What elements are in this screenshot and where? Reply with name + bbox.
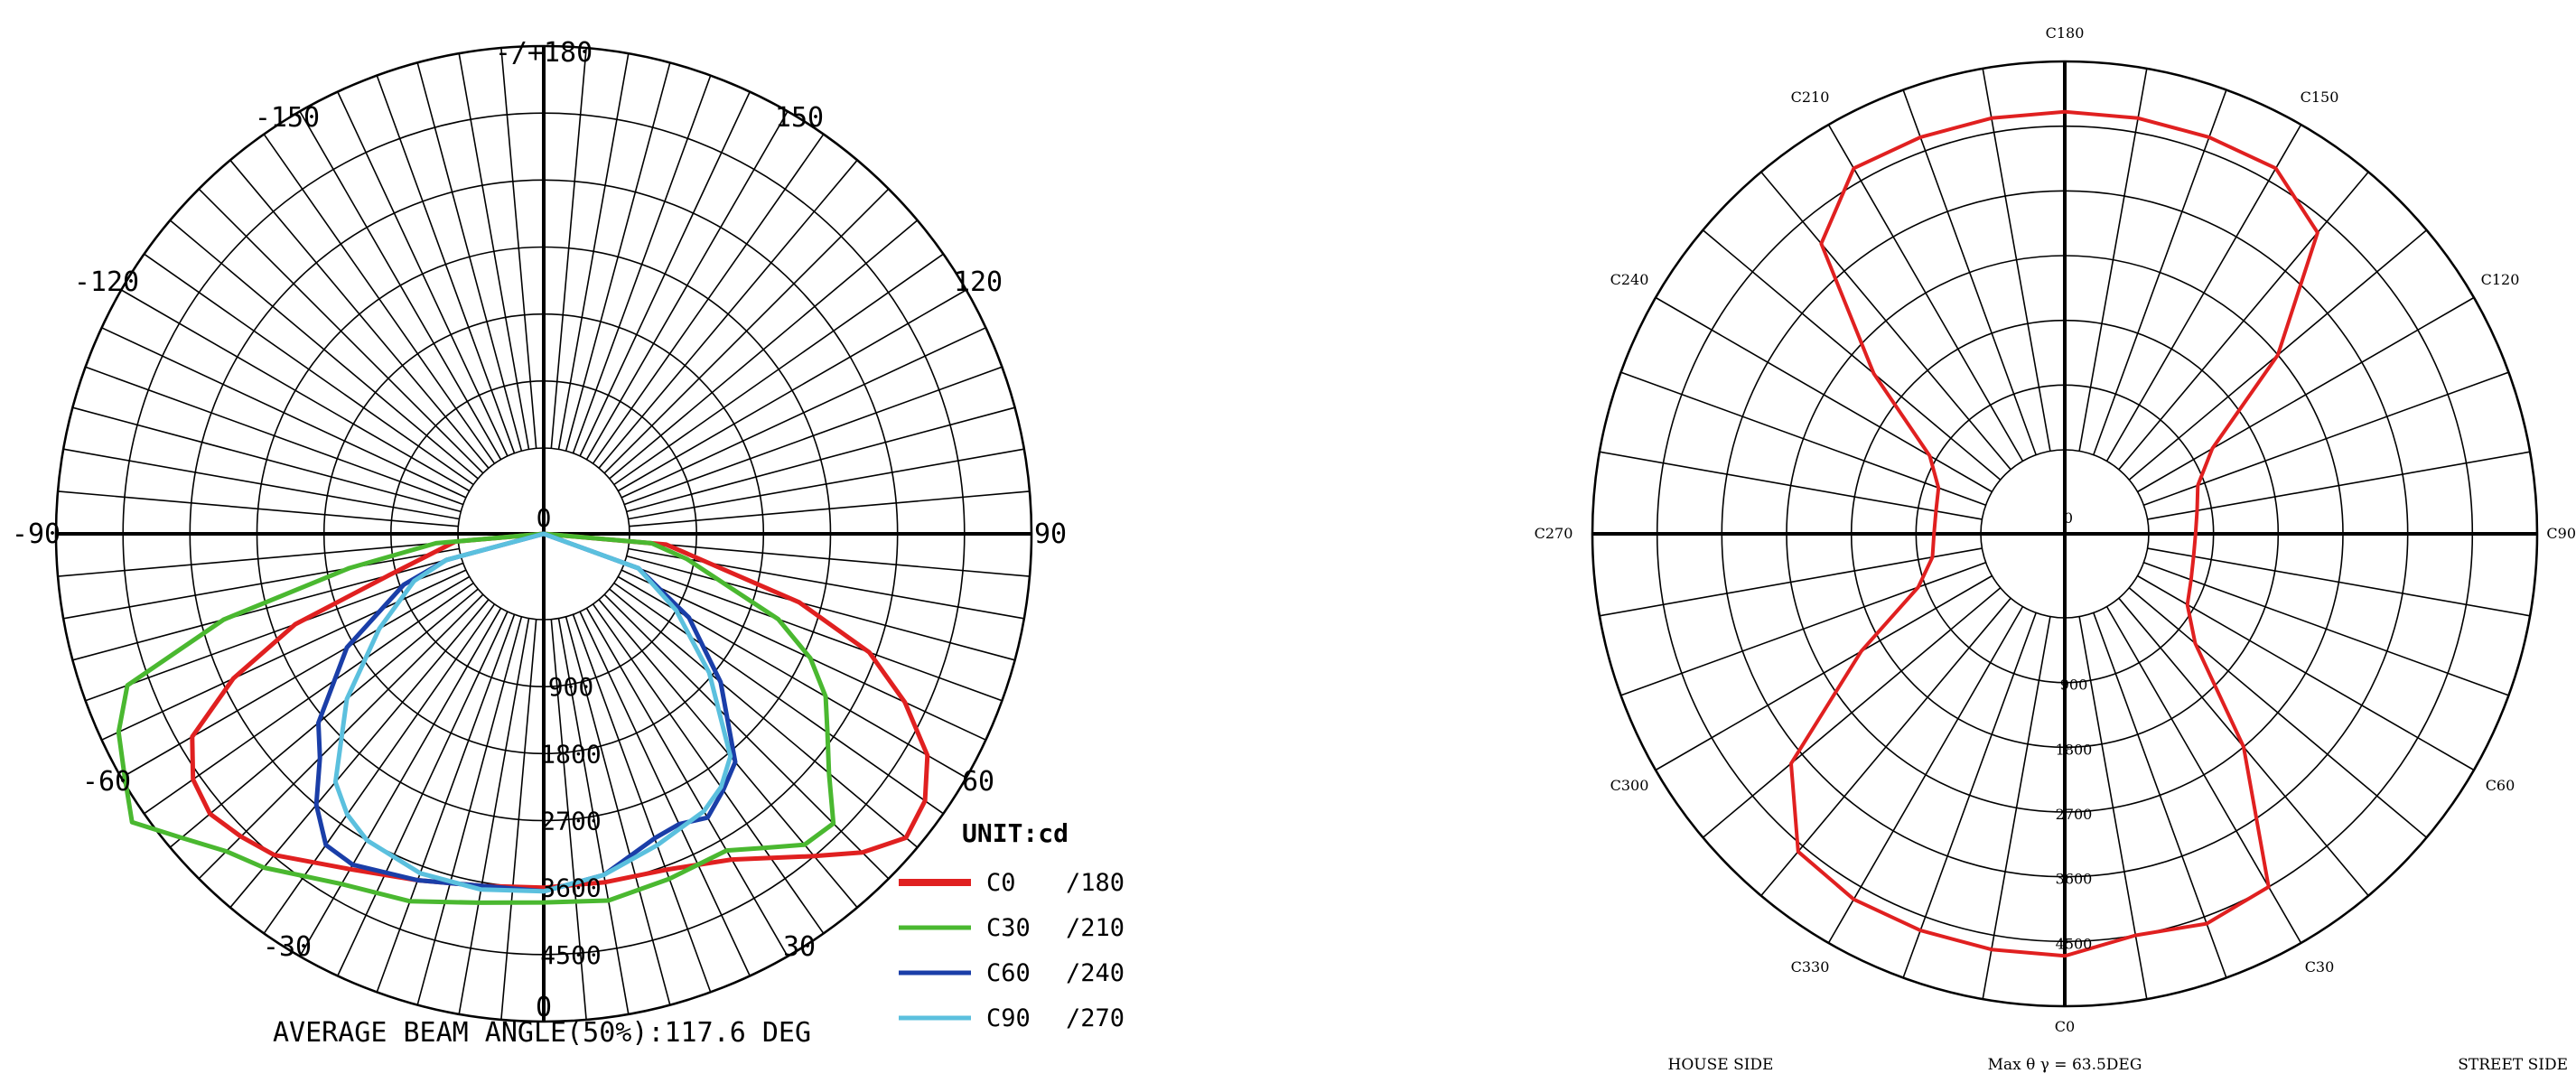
right-angle-label: C180 [2046, 24, 2085, 42]
left-angle-label: 90 [1034, 518, 1067, 550]
c-plane-polar-chart: 0 900 1800 2700 3600 4500 C0 C30 C60 C90 C120 C150… [1535, 24, 2576, 1074]
right-angle-label: C90 [2546, 525, 2576, 542]
left-angle-label: 0 [536, 992, 552, 1023]
left-angle-labels: 0 30 60 90 120 150 -/+180 -150 -120 -90 -60 -30 [12, 37, 1067, 1023]
right-ring-label: 0 [2064, 509, 2073, 527]
left-angle-label: 30 [783, 931, 816, 963]
left-ring-label: 900 [548, 672, 594, 702]
max-gamma-label: Max θ γ = 63.5DEG [1988, 1056, 2142, 1074]
left-ring-label: 4500 [540, 940, 601, 970]
left-angle-label: -30 [263, 931, 312, 963]
left-ring-label: 0 [537, 503, 552, 533]
legend-unit-label: UNIT:cd [962, 818, 1069, 848]
beam-angle-caption: AVERAGE BEAM ANGLE(50%):117.6 DEG [273, 1017, 811, 1049]
legend-suffix-c30: /210 [1066, 914, 1125, 942]
c-plane-curve [1789, 109, 2319, 958]
left-series-curves [116, 531, 930, 905]
right-ring-label: 900 [2060, 677, 2088, 694]
right-ring-label: 1800 [2056, 741, 2093, 758]
legend-suffix-c60: /240 [1066, 959, 1125, 987]
right-polar-grid [1591, 60, 2539, 1008]
left-angle-label: -60 [82, 766, 131, 798]
legend-label-c90: C90 [986, 1004, 1031, 1032]
right-angle-label: C30 [2305, 958, 2335, 976]
legend-label-c0: C0 [986, 869, 1016, 897]
left-angle-label: 60 [962, 766, 994, 798]
right-angle-label: C210 [1791, 89, 1830, 106]
left-angle-label: -/+180 [495, 37, 593, 69]
right-angle-label: C0 [2055, 1018, 2075, 1035]
house-side-label: HOUSE SIDE [1668, 1056, 1774, 1074]
left-angle-label: 150 [775, 102, 824, 134]
left-angle-label: -90 [12, 518, 61, 550]
legend-label-c30: C30 [986, 914, 1031, 942]
right-angle-labels: C0 C30 C60 C90 C120 C150 C180 C210 C240 C270 C300 C… [1535, 24, 2576, 1035]
series-curve-c0 [190, 531, 930, 891]
left-polar-grid [54, 44, 1033, 1023]
right-ring-labels: 0 900 1800 2700 3600 4500 [2056, 509, 2093, 952]
left-angle-label: -150 [255, 102, 320, 134]
legend: UNIT:cd C0/180 C30/210 C60/240 C90/270 [899, 818, 1125, 1032]
left-angle-label: -120 [74, 266, 139, 298]
intensity-polar-chart: 0 900 1800 2700 3600 4500 0 30 60 90 120 150 -/+180… [12, 37, 1125, 1049]
right-series-curves [1789, 109, 2319, 958]
right-angle-label: C240 [1610, 271, 1649, 288]
legend-suffix-c0: /180 [1066, 869, 1125, 897]
street-side-label: STREET SIDE [2458, 1056, 2568, 1074]
legend-suffix-c90: /270 [1066, 1004, 1125, 1032]
right-ring-label: 4500 [2056, 935, 2093, 952]
left-ring-label: 2700 [540, 807, 601, 836]
right-angle-label: C120 [2481, 271, 2520, 288]
series-curve-c30 [116, 531, 836, 905]
right-ring-label: 2700 [2056, 806, 2093, 823]
right-angle-label: C330 [1791, 958, 1830, 976]
left-angle-label: 120 [954, 266, 1003, 298]
right-angle-label: C60 [2486, 777, 2515, 794]
right-ring-label: 3600 [2056, 871, 2093, 888]
right-angle-label: C270 [1535, 525, 1573, 542]
legend-label-c60: C60 [986, 959, 1031, 987]
legend-items: C0/180 C30/210 C60/240 C90/270 [899, 869, 1125, 1032]
left-ring-label: 1800 [540, 739, 601, 769]
series-curve-c90 [332, 531, 733, 894]
left-ring-labels: 0 900 1800 2700 3600 4500 [537, 503, 602, 970]
right-angle-label: C300 [1610, 777, 1649, 794]
right-angle-label: C150 [2301, 89, 2339, 106]
left-ring-label: 3600 [540, 873, 601, 903]
